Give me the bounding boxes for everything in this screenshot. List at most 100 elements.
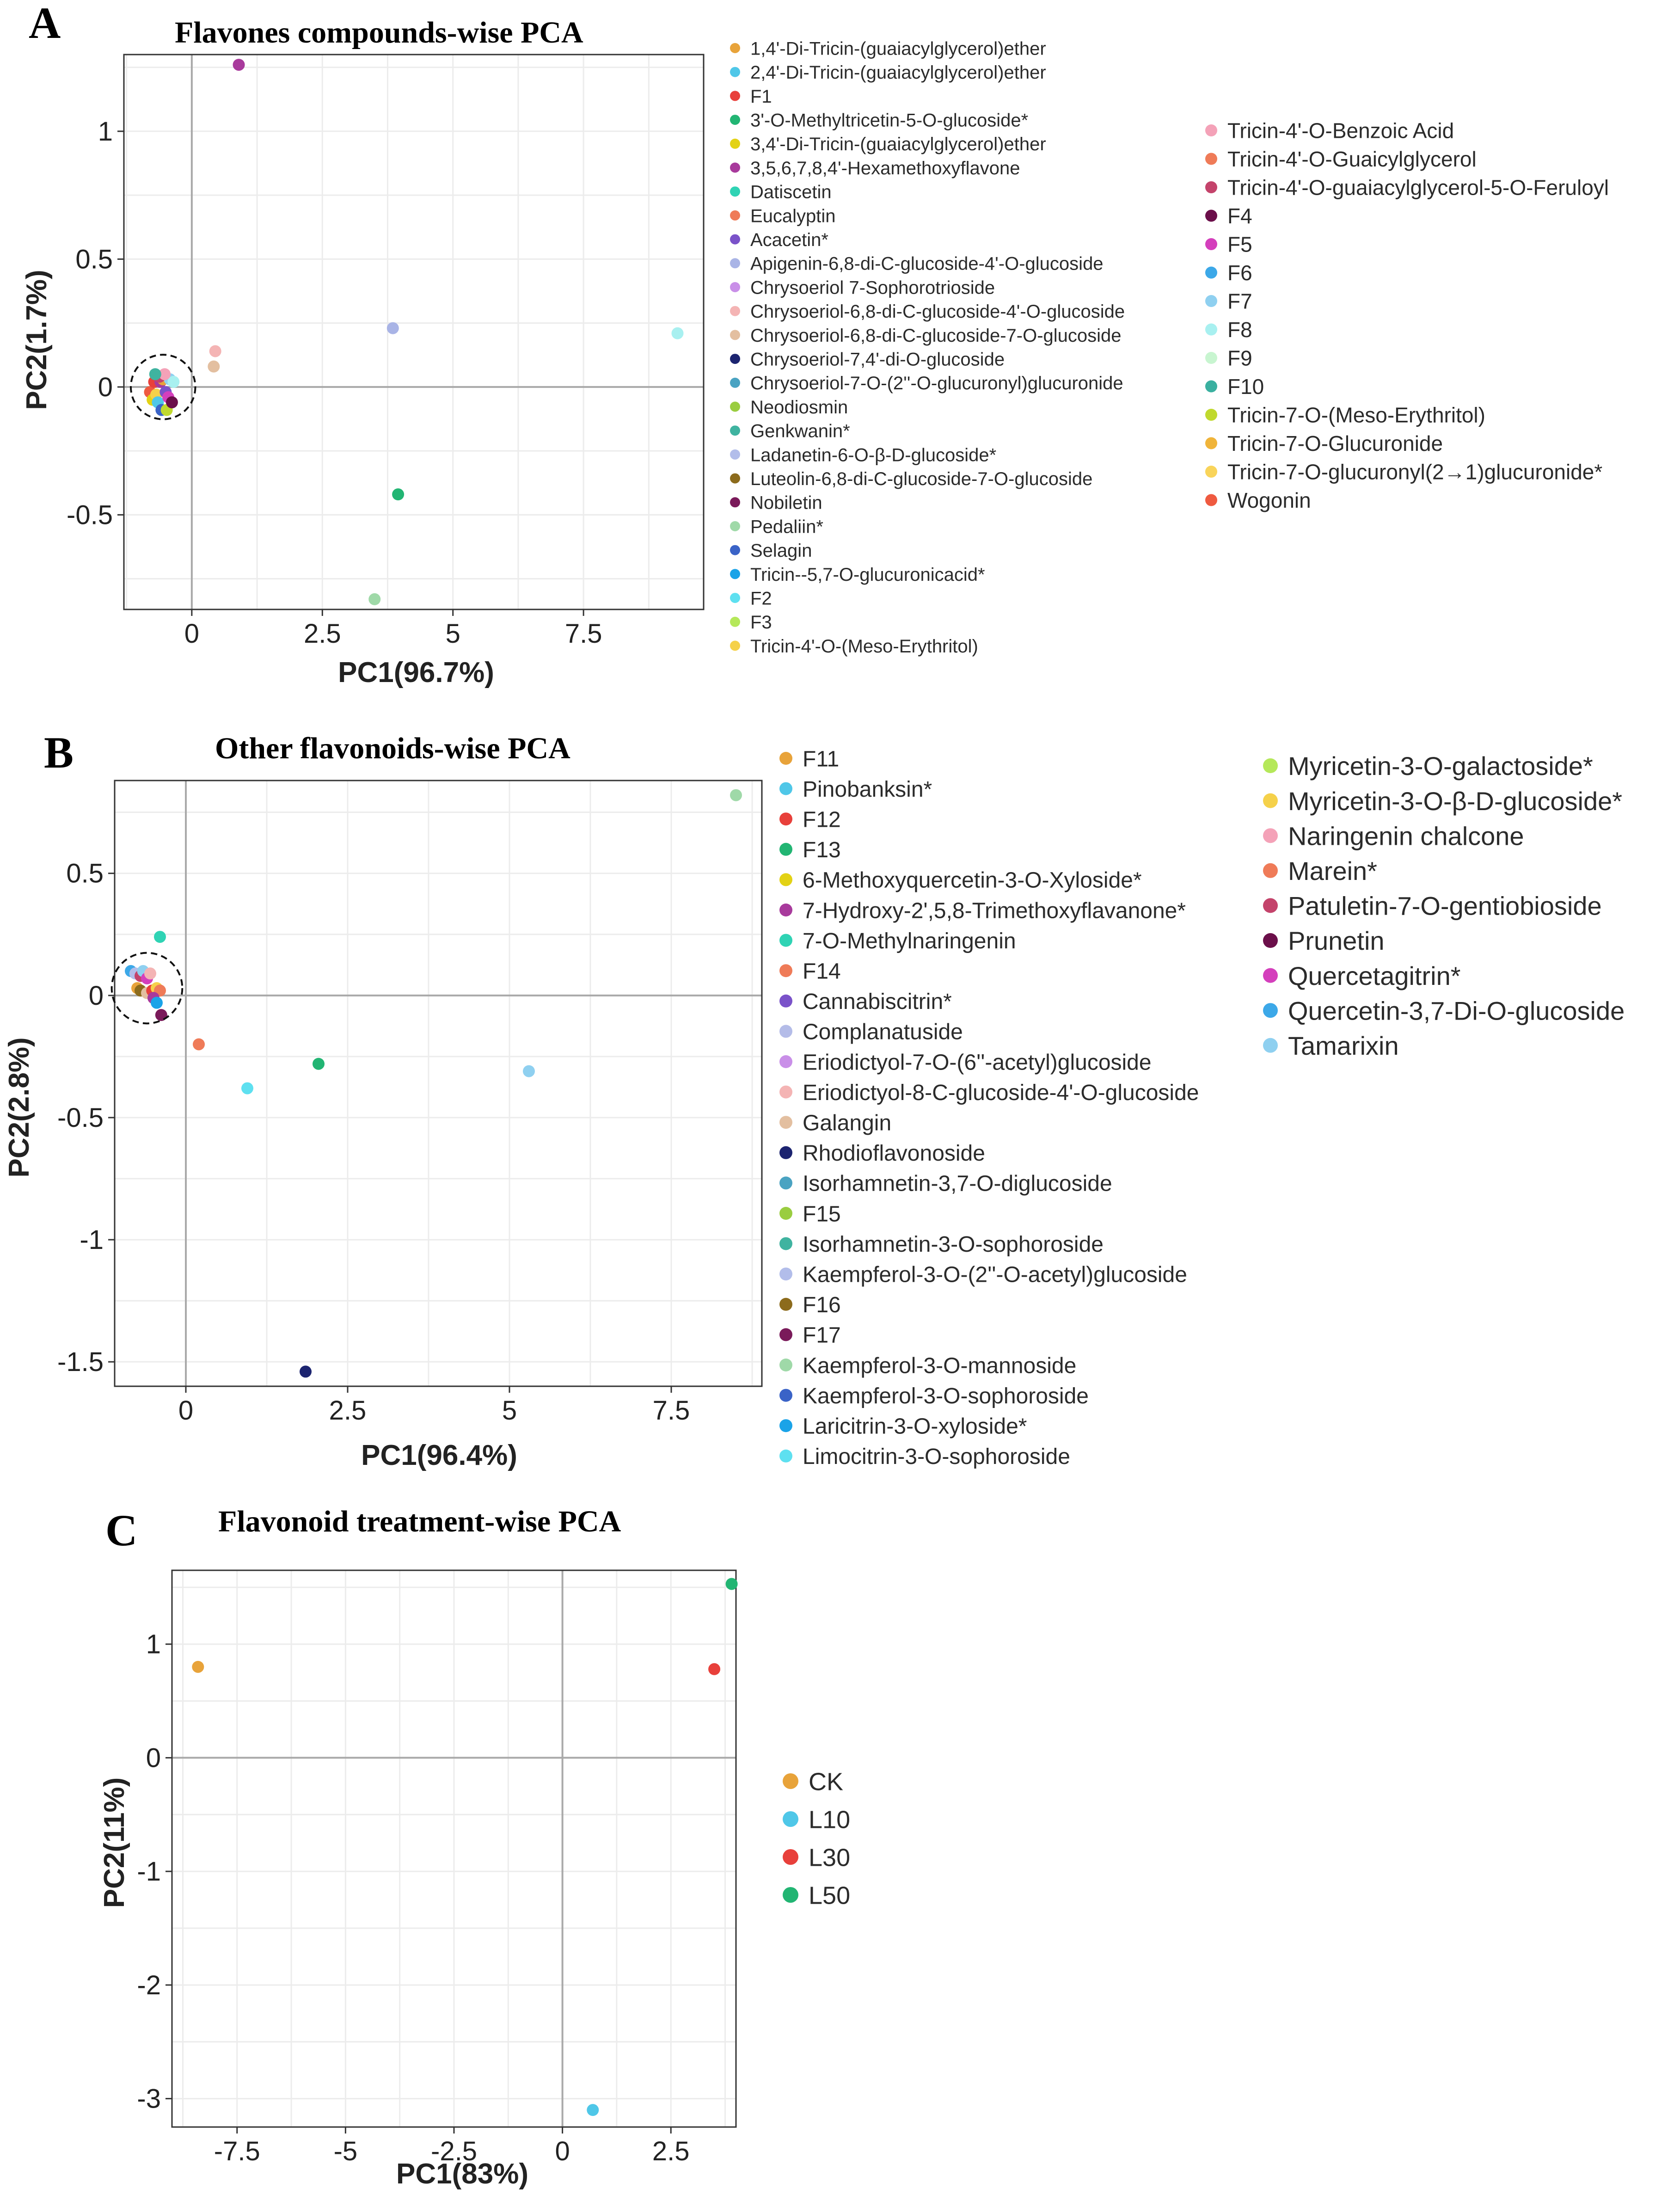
panel-b-legend-item: Limocitrin-3-O-sophoroside	[779, 1445, 1070, 1469]
panel-b-ytick-label: 0.5	[66, 859, 104, 889]
panel-a-point	[166, 396, 178, 409]
panel-a-legend-swatch	[730, 186, 740, 197]
panel-c-ytick-label: 0	[146, 1743, 161, 1773]
panel-a-legend-label: Chrysoeriol 7-Sophorotrioside	[750, 277, 995, 298]
panel-a-legend-item: Eucalyptin	[730, 206, 836, 226]
panel-b-xlabel: PC1(96.4%)	[361, 1439, 517, 1471]
panel-b-legend-label: 7-Hydroxy-2',5,8-Trimethoxyflavanone*	[803, 898, 1186, 923]
panel-b-legend-label: Kaempferol-3-O-sophoroside	[803, 1384, 1089, 1408]
panel-a-legend-swatch	[730, 306, 740, 316]
panel-b-point	[313, 1058, 325, 1070]
panel-a-legend-label: Tricin--5,7-O-glucuronicacid*	[750, 565, 985, 585]
panel-a-legend-swatch	[730, 640, 740, 651]
panel-b-legend-label: Rhodioflavonoside	[803, 1141, 985, 1166]
panel-b-legend-swatch	[779, 782, 792, 795]
panel-b-legend-label: Cannabiscitrin*	[803, 990, 952, 1014]
panel-a-legend-label: Chrysoeriol-6,8-di-C-glucoside-7-O-gluco…	[750, 326, 1122, 346]
panel-a-legend-item: 3,4'-Di-Tricin-(guaiacylglycerol)ether	[730, 134, 1046, 154]
panel-b-legend-item: F17	[779, 1323, 841, 1348]
panel-a-legend-item: Tricin-4'-O-(Meso-Erythritol)	[730, 636, 978, 657]
panel-b-legend-label: Myricetin-3-O-β-D-glucoside*	[1288, 787, 1622, 816]
panel-a-legend-item: Tricin-7-O-Glucuronide	[1205, 431, 1443, 455]
panel-a-legend-item: Neodiosmin	[730, 397, 848, 418]
panel-b-legend-item: F11	[779, 747, 839, 771]
panel-a-legend-swatch	[730, 497, 740, 508]
panel-a-point	[386, 322, 399, 334]
panel-b-point	[144, 967, 156, 980]
panel-b-legend-item: Myricetin-3-O-galactoside*	[1263, 751, 1593, 781]
panel-a-legend-item: Tricin-4'-O-Benzoic Acid	[1205, 119, 1454, 143]
panel-b-legend-item: 7-O-Methylnaringenin	[779, 929, 1016, 953]
panel-b-legend-label: F11	[803, 747, 839, 771]
panel-a-legend-label: F5	[1227, 233, 1252, 257]
panel-b-legend-swatch	[779, 1449, 792, 1463]
panel-a-legend-label: Ladanetin-6-O-β-D-glucoside*	[750, 445, 996, 465]
panel-a-legend-item: F7	[1205, 289, 1252, 314]
panel-a-legend-swatch	[730, 449, 740, 460]
panel-a-legend-item: Ladanetin-6-O-β-D-glucoside*	[730, 445, 996, 465]
panel-a-cluster-circle	[129, 354, 196, 420]
panel-a-legend-item: Tricin-7-O-glucuronyl(2→1)glucuronide*	[1205, 460, 1602, 484]
panel-a-legend-item: Luteolin-6,8-di-C-glucoside-7-O-glucosid…	[730, 469, 1092, 489]
panel-a-legend-item: Acacetin*	[730, 230, 828, 250]
panel-b-legend-label: F16	[803, 1293, 841, 1317]
panel-a-legend-swatch	[1205, 466, 1217, 478]
panel-a-point	[167, 375, 180, 388]
panel-a-legend-swatch	[730, 354, 740, 364]
panel-a-legend-label: Chrysoeriol-7-O-(2''-O-glucuronyl)glucur…	[750, 373, 1123, 394]
panel-a-point	[208, 360, 220, 373]
panel-b-legend-swatch	[779, 994, 792, 1008]
panel-b-legend-label: Quercetagitrin*	[1288, 961, 1461, 990]
panel-a-legend-swatch	[730, 569, 740, 579]
panel-a-legend-label: F7	[1227, 289, 1252, 314]
panel-b-point	[523, 1065, 535, 1077]
panel-a-legend-swatch	[730, 593, 740, 603]
panel-b-legend-swatch	[779, 1025, 792, 1038]
panel-c-point-l30	[708, 1663, 721, 1675]
panel-a-legend-swatch	[730, 377, 740, 388]
panel-c-legend-swatch	[783, 1773, 798, 1789]
panel-c-xtick-label: -2.5	[431, 2136, 477, 2166]
panel-a-legend-swatch	[1205, 352, 1217, 364]
panel-a-legend-label: Luteolin-6,8-di-C-glucoside-7-O-glucosid…	[750, 469, 1092, 489]
panel-b-legend-label: Quercetin-3,7-Di-O-glucoside	[1288, 996, 1625, 1025]
panel-a-point	[159, 368, 171, 381]
panel-b-legend-swatch	[779, 934, 792, 947]
panel-b-ytick-label: -1	[80, 1225, 104, 1255]
panel-b-plot-frame	[114, 780, 763, 1387]
panel-a-xtick-label: 7.5	[565, 619, 602, 649]
panel-a-legend-label: Tricin-4'-O-(Meso-Erythritol)	[750, 636, 978, 657]
panel-a-legend-item: Datiscetin	[730, 182, 832, 203]
panel-a-legend-item: F10	[1205, 375, 1264, 399]
panel-a-legend-label: Apigenin-6,8-di-C-glucoside-4'-O-glucosi…	[750, 254, 1104, 274]
panel-b-ylabel: PC2(2.8%)	[3, 1037, 35, 1177]
panel-b-legend-item: Kaempferol-3-O-(2''-O-acetyl)glucoside	[779, 1262, 1187, 1287]
panel-a-legend-label: Genkwanin*	[750, 421, 850, 442]
panel-b-legend-label: Isorhamnetin-3-O-sophoroside	[803, 1232, 1104, 1257]
panel-b-legend-item: Isorhamnetin-3,7-O-diglucoside	[779, 1172, 1112, 1196]
panel-b-legend-swatch	[1263, 933, 1278, 948]
panel-a-legend-swatch	[730, 545, 740, 555]
panel-c-ytick-label: -2	[137, 1970, 161, 2000]
panel-b-legend-label: Kaempferol-3-O-(2''-O-acetyl)glucoside	[803, 1262, 1187, 1287]
panel-a-title: Flavones compounds-wise PCA	[175, 16, 583, 49]
panel-a-legend-label: Pedaliin*	[750, 516, 823, 537]
panel-b-legend-item: F12	[779, 807, 841, 832]
panel-b-legend-label: Laricitrin-3-O-xyloside*	[803, 1414, 1027, 1439]
panel-b-legend-item: Complanatuside	[779, 1020, 963, 1045]
panel-b-legend-label: Myricetin-3-O-galactoside*	[1288, 751, 1593, 781]
panel-c: C Flavonoid treatment-wise PCA PC1(83%) …	[98, 1505, 850, 2190]
panel-a-ytick-label: 1	[98, 117, 113, 147]
panel-c-point-l10	[587, 2104, 599, 2116]
panel-a-legend-swatch	[1205, 409, 1217, 421]
panel-c-title: Flavonoid treatment-wise PCA	[218, 1505, 621, 1538]
panel-c-point-ck	[192, 1660, 204, 1673]
panel-c-legend-item: CK	[783, 1768, 843, 1795]
panel-a-legend-label: Wogonin	[1227, 488, 1311, 512]
panel-b-legend-swatch	[779, 1085, 792, 1099]
panel-b-legend-swatch	[779, 752, 792, 765]
panel-a-legend-swatch	[730, 210, 740, 221]
panel-a-legend-swatch	[730, 162, 740, 173]
panel-a-legend-swatch	[730, 43, 740, 53]
panel-a-legend-swatch	[730, 401, 740, 412]
